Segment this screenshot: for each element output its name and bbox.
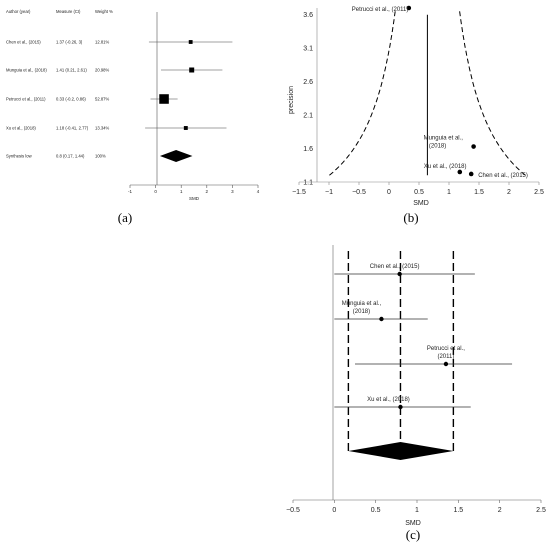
a-x-tick-label: 0 <box>154 189 157 194</box>
a-summary-measure: 0.8 (0.17, 1.44) <box>56 154 85 159</box>
c-x-tick-label: 2.5 <box>536 507 546 514</box>
a-row-measure: 0.33 (-0.2, 0.86) <box>56 97 86 102</box>
a-summary-weight: 100% <box>95 154 106 159</box>
c-point-marker <box>443 361 449 367</box>
a-xlabel: SMD <box>189 196 200 201</box>
b-x-tick-label: 2 <box>507 189 511 196</box>
a-row-weight: 52.87% <box>95 97 109 102</box>
b-x-tick-label: 1.5 <box>474 189 484 196</box>
a-row-weight: 12.81% <box>95 40 109 45</box>
funnel-right-boundary <box>459 11 526 176</box>
c-x-tick-label: 2 <box>498 507 502 514</box>
b-data-point <box>457 169 463 175</box>
a-row-author: Chen et al., (2015) <box>6 40 41 45</box>
a-x-tick-label: 3 <box>231 189 234 194</box>
caption-a: (a) <box>118 210 132 225</box>
b-data-point <box>468 171 474 177</box>
c-row-label-1: Petrucci et al., <box>427 346 465 352</box>
caption-c: (c) <box>406 527 420 542</box>
a-summary-author: Synthesis low <box>6 154 33 159</box>
c-row-label-1: Munguia et al., <box>342 301 382 307</box>
c-xlabel: SMD <box>405 520 421 527</box>
c-row-label: Xu et al., (2018) <box>367 397 410 403</box>
b-data-point <box>471 144 476 149</box>
caption-b: (b) <box>403 210 418 225</box>
b-y-tick-label: 2.1 <box>303 113 313 120</box>
c-x-tick-label: 0 <box>332 507 336 514</box>
b-y-tick-label: 1.6 <box>303 146 313 153</box>
a-point-marker <box>189 67 195 73</box>
a-summary-diamond <box>159 150 193 162</box>
header-author: Author (year) <box>6 9 31 14</box>
b-x-tick-label: 1 <box>447 189 451 196</box>
c-point-marker <box>379 316 384 322</box>
b-data-point <box>406 5 412 11</box>
a-row-weight: 20.98% <box>95 68 109 73</box>
forest-plot-a: Author (year) Measure (CI) Weight % Chen… <box>6 9 260 225</box>
b-x-tick-label: −0.5 <box>352 189 366 196</box>
c-point-marker <box>397 271 402 277</box>
c-x-tick-label: 1.5 <box>453 507 463 514</box>
a-x-tick-label: 4 <box>257 189 260 194</box>
b-ylabel: precision <box>288 86 295 114</box>
b-y-tick-label: 1.1 <box>303 180 313 187</box>
c-row-label: Chen et al., (2015) <box>370 264 420 270</box>
a-row-measure: 1.37 (-0.26, 3) <box>56 40 83 45</box>
b-y-tick-label: 3.6 <box>303 12 313 19</box>
a-row-measure: 1.41 (0.21, 2.61) <box>56 68 87 73</box>
b-point-label: Chen et al., (2015) <box>478 173 528 179</box>
b-x-tick-label: −1.5 <box>292 189 306 196</box>
c-x-tick-label: −0.5 <box>286 507 300 514</box>
b-x-tick-label: 2.5 <box>534 189 544 196</box>
b-x-tick-label: 0.5 <box>414 189 424 196</box>
c-point-marker <box>398 404 403 410</box>
funnel-left-boundary <box>329 11 396 176</box>
c-summary-diamond <box>348 442 454 460</box>
a-point-marker <box>159 94 169 104</box>
header-weight: Weight % <box>95 9 113 14</box>
c-x-tick-label: 1 <box>415 507 419 514</box>
a-row-author: Munguia et al., (2018) <box>6 68 47 73</box>
c-x-tick-label: 0.5 <box>371 507 381 514</box>
b-y-tick-label: 3.1 <box>303 46 313 53</box>
b-point-label: Petrucci et al., (2011) <box>352 7 409 13</box>
a-point-marker <box>188 40 193 44</box>
b-point-label: Munguia et al., (2018) <box>424 136 464 150</box>
b-point-label: Xu et al., (2018) <box>424 164 467 170</box>
a-row-measure: 1.18 (-0.41, 2.77) <box>56 126 89 131</box>
forest-plot-c: −0.5 0 0.5 1 1.5 2 2.5 Chen et al., (2015) Mung… <box>286 245 546 542</box>
b-y-tick-label: 2.6 <box>303 79 313 86</box>
c-row-label-2: (2018) <box>353 309 370 315</box>
a-point-marker <box>183 126 188 130</box>
a-x-tick-label: 1 <box>180 189 183 194</box>
b-x-tick-label: −1 <box>325 189 333 196</box>
a-row-author: Xu et al., (2018) <box>6 126 36 131</box>
b-xlabel: SMD <box>413 200 429 207</box>
funnel-plot-b: precision 1.1 1.6 2.1 2.6 3.1 3.6 −1.5 −1 −0.5 0… <box>288 5 544 225</box>
a-row-author: Petrucci et al., (2011) <box>6 97 46 102</box>
b-x-tick-label: 0 <box>387 189 391 196</box>
a-x-tick-label: -1 <box>128 189 132 194</box>
c-row-label-2: (2011) <box>437 354 454 360</box>
a-row-weight: 13.34% <box>95 126 109 131</box>
header-measure: Measure (CI) <box>56 9 81 14</box>
a-x-tick-label: 2 <box>206 189 209 194</box>
